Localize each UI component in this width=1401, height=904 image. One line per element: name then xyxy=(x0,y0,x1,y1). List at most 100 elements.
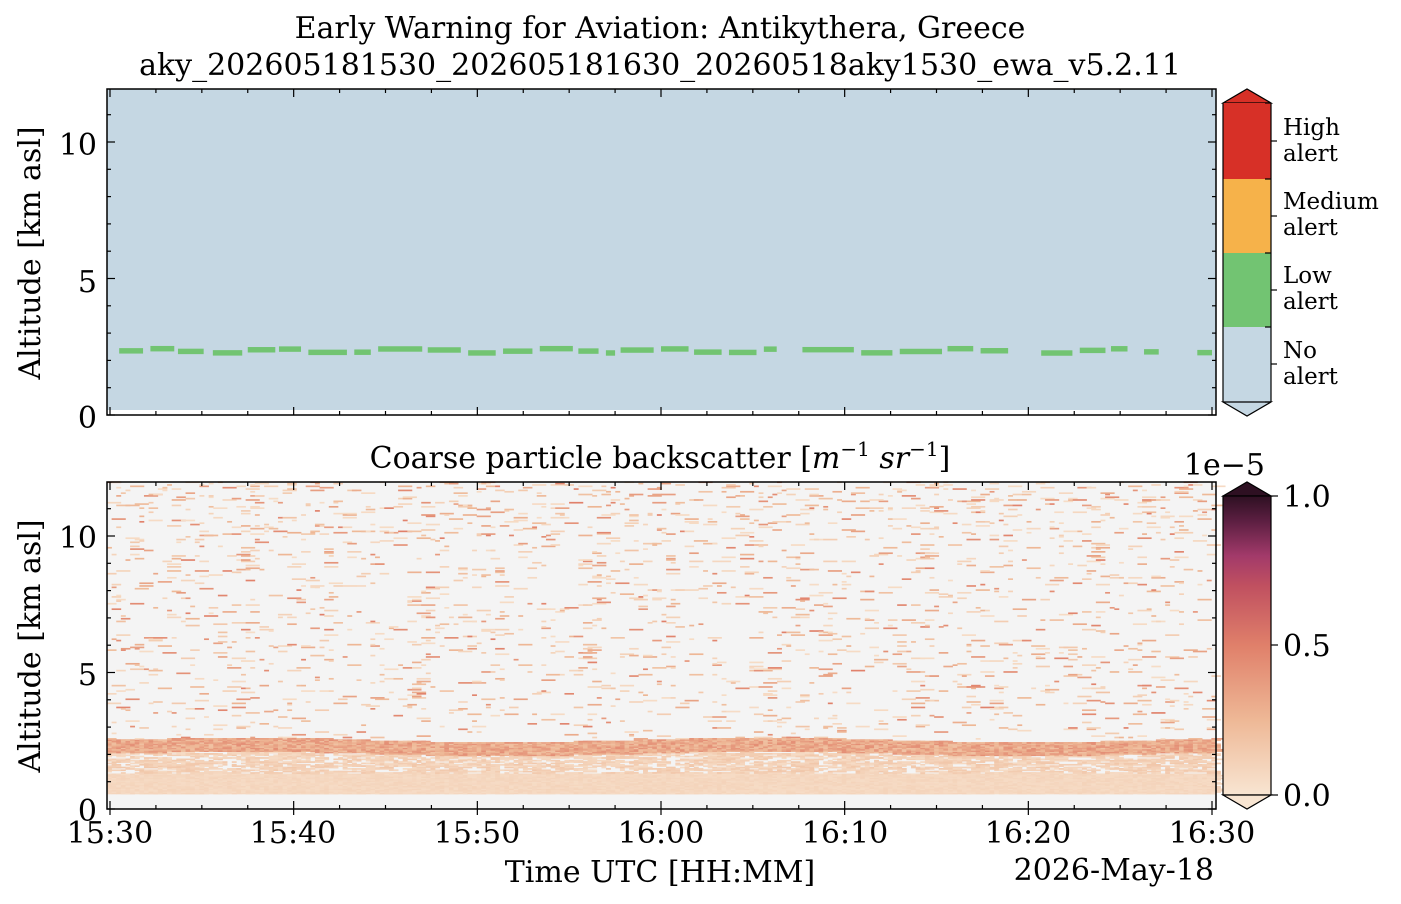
backscatter-cell xyxy=(550,544,561,546)
backscatter-cell xyxy=(171,759,186,762)
backscatter-cell xyxy=(582,773,588,776)
backscatter-cell xyxy=(120,649,126,651)
backscatter-cell xyxy=(536,495,547,497)
backscatter-cell xyxy=(111,553,117,556)
backscatter-cell xyxy=(587,732,598,735)
backscatter-cell xyxy=(310,781,316,784)
backscatter-cell xyxy=(490,791,496,793)
backscatter-cell xyxy=(476,776,482,778)
backscatter-cell xyxy=(458,747,464,750)
backscatter-cell xyxy=(347,785,353,788)
backscatter-cell xyxy=(550,713,565,716)
alert-label-none-2: alert xyxy=(1283,364,1339,390)
backscatter-cell xyxy=(351,791,357,793)
backscatter-cell xyxy=(134,780,140,783)
backscatter-cell xyxy=(134,503,149,505)
backscatter-cell xyxy=(652,667,667,669)
backscatter-cell xyxy=(559,514,565,516)
backscatter-cell xyxy=(472,757,482,759)
backscatter-cell xyxy=(217,635,228,638)
backscatter-cell xyxy=(296,751,306,754)
backscatter-cell xyxy=(379,768,394,770)
backscatter-cell xyxy=(582,769,588,772)
backscatter-cell xyxy=(458,568,468,571)
backscatter-cell xyxy=(116,765,122,767)
backscatter-cell xyxy=(273,709,279,712)
backscatter-cell xyxy=(328,555,334,557)
backscatter-cells xyxy=(107,481,1226,795)
backscatter-cell xyxy=(254,742,260,744)
backscatter-cell xyxy=(421,642,436,645)
backscatter-cell xyxy=(652,542,662,545)
backscatter-cell xyxy=(305,755,316,758)
backscatter-cell xyxy=(495,759,501,762)
backscatter-cell xyxy=(476,609,491,612)
backscatter-cell xyxy=(264,530,270,533)
backscatter-cell xyxy=(444,766,450,769)
backscatter-cell xyxy=(287,748,293,751)
backscatter-cell xyxy=(287,757,293,759)
backscatter-cell xyxy=(384,755,390,758)
backscatter-cell xyxy=(120,761,131,763)
backscatter-cell xyxy=(347,512,357,515)
backscatter-cell xyxy=(550,619,556,621)
backscatter-cell xyxy=(254,557,260,560)
backscatter-cell xyxy=(370,753,376,755)
backscatter-cell xyxy=(277,553,293,556)
backscatter-cell xyxy=(361,769,367,772)
backscatter-cell xyxy=(324,566,339,568)
backscatter-cell xyxy=(250,505,260,508)
backscatter-cell xyxy=(134,765,140,767)
backscatter-cell xyxy=(310,530,320,533)
backscatter-cell xyxy=(587,713,598,716)
backscatter-cell xyxy=(208,759,214,762)
backscatter-cell xyxy=(254,482,270,485)
backscatter-cell xyxy=(365,530,371,533)
backscatter-cell xyxy=(111,763,122,766)
backscatter-cell xyxy=(643,757,648,759)
backscatter-cell xyxy=(638,673,653,676)
backscatter-cell xyxy=(116,598,126,601)
backscatter-cell xyxy=(550,645,556,647)
backscatter-cell xyxy=(453,527,464,530)
backscatter-cell xyxy=(490,769,505,772)
backscatter-cell xyxy=(125,773,131,776)
backscatter-cell xyxy=(241,551,251,553)
backscatter-cell xyxy=(134,768,145,770)
backscatter-cell xyxy=(388,531,394,534)
backscatter-cell xyxy=(462,576,468,579)
backscatter-cell xyxy=(176,772,182,774)
backscatter-cell xyxy=(277,785,283,788)
backscatter-cell xyxy=(481,788,487,791)
backscatter-cell xyxy=(439,753,445,755)
backscatter-cell xyxy=(504,742,510,744)
backscatter-cell xyxy=(393,754,408,757)
backscatter-cell xyxy=(199,766,205,769)
backscatter-cell xyxy=(564,765,570,767)
backscatter-cell xyxy=(370,707,376,710)
backscatter-cell xyxy=(241,769,246,772)
backscatter-cell xyxy=(638,605,648,608)
backscatter-cell xyxy=(356,575,367,578)
backscatter-cell xyxy=(231,680,246,683)
backscatter-cell xyxy=(421,777,427,780)
backscatter-cell xyxy=(268,645,274,647)
backscatter-cell xyxy=(527,567,538,570)
backscatter-cell xyxy=(217,753,223,755)
backscatter-cell xyxy=(301,768,316,770)
backscatter-cell xyxy=(430,765,436,767)
backscatter-cell xyxy=(587,526,593,529)
backscatter-cell xyxy=(361,751,367,754)
alert-label-high-2: alert xyxy=(1283,141,1339,167)
backscatter-cell xyxy=(439,774,445,777)
backscatter-cell xyxy=(393,781,399,784)
backscatter-cell xyxy=(435,627,445,630)
backscatter-cell xyxy=(421,591,431,594)
backscatter-cell xyxy=(227,777,233,780)
backscatter-cell xyxy=(301,748,306,751)
backscatter-cell xyxy=(291,776,297,778)
backscatter-cell xyxy=(176,781,182,784)
backscatter-cell xyxy=(416,682,422,684)
backscatter-cell xyxy=(291,757,297,759)
backscatter-cell xyxy=(458,505,473,508)
